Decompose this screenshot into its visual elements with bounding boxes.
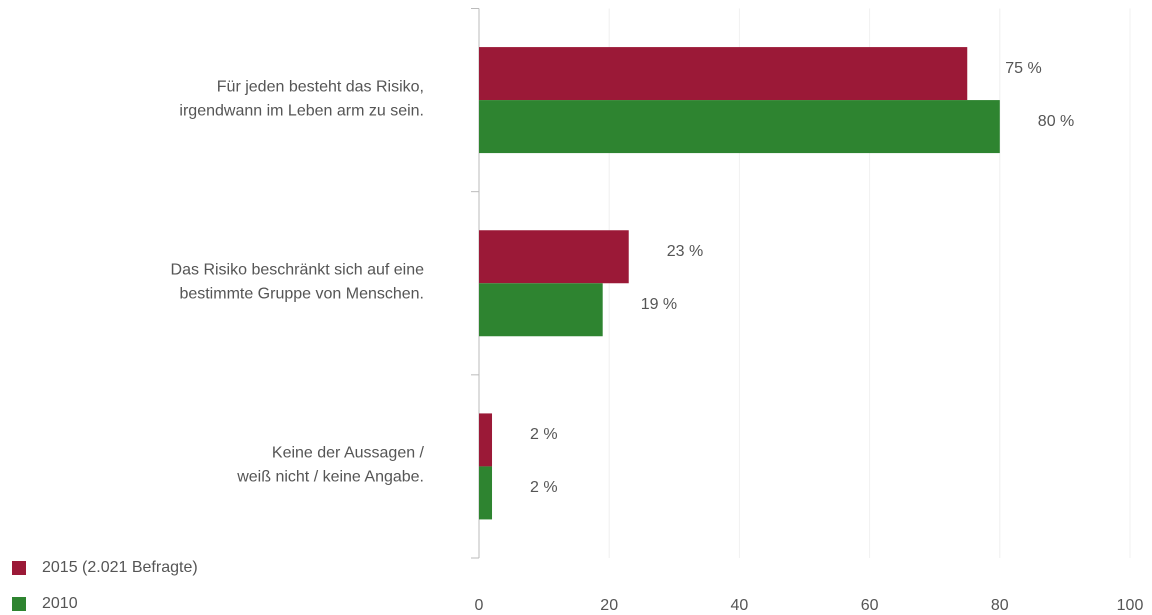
x-tick-label: 0 [475,597,484,614]
bar [479,230,629,284]
x-tick-label: 100 [1117,597,1144,614]
value-label: 19 % [641,296,677,313]
x-tick-label: 20 [600,597,618,614]
bar [479,283,603,337]
bar [479,466,493,520]
x-tick-label: 40 [731,597,749,614]
y-tick-label: Das Risiko beschränkt sich auf eine [171,261,425,278]
y-tick-label: bestimmte Gruppe von Menschen. [179,285,424,302]
legend-swatch [12,561,26,575]
y-tick-label: weiß nicht / keine Angabe. [236,469,424,486]
y-tick-label: Für jeden besteht das Risiko, [217,78,424,95]
legend-swatch [12,597,26,611]
bar [479,413,493,467]
y-tick-label: Keine der Aussagen / [272,445,425,462]
bar [479,47,968,101]
legend-label: 2010 [42,595,78,612]
value-label: 2 % [530,479,558,496]
value-label: 75 % [1005,60,1041,77]
legend-label: 2015 (2.021 Befragte) [42,559,198,576]
value-label: 80 % [1038,113,1074,130]
x-tick-label: 60 [861,597,879,614]
value-label: 23 % [667,243,703,260]
y-tick-label: irgendwann im Leben arm zu sein. [179,102,424,119]
value-label: 2 % [530,426,558,443]
bar [479,100,1000,154]
x-tick-label: 80 [991,597,1009,614]
